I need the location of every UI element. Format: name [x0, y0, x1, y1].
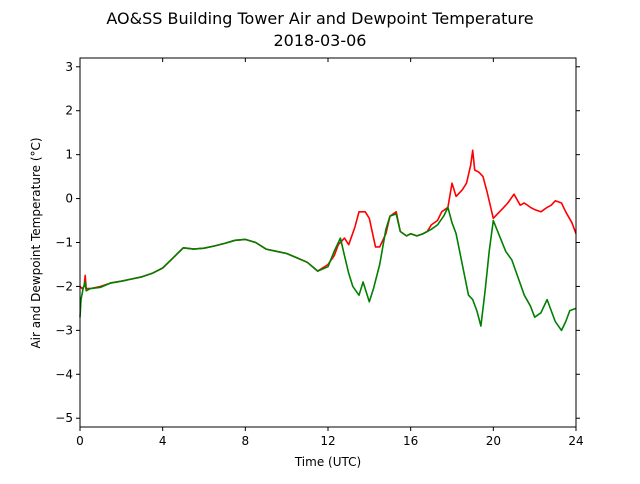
- x-axis: 0 4 8 12 16 20 24: [76, 58, 584, 448]
- y-tick-label: −3: [55, 323, 73, 337]
- y-tick-label: −5: [55, 411, 73, 425]
- y-tick-label: 1: [65, 148, 73, 162]
- y-tick-label: −4: [55, 367, 73, 381]
- x-tick-label: 20: [486, 434, 501, 448]
- x-tick-label: 16: [403, 434, 418, 448]
- x-tick-label: 12: [320, 434, 335, 448]
- series-layer: [79, 149, 577, 332]
- x-tick-label: 24: [568, 434, 583, 448]
- y-tick-label: 3: [65, 60, 73, 74]
- x-tick-label: 4: [159, 434, 167, 448]
- y-tick-label: 2: [65, 104, 73, 118]
- y-axis: −5 −4 −3 −2 −1 0 1 2 3: [55, 60, 580, 425]
- x-axis-label: Time (UTC): [294, 455, 361, 469]
- y-tick-label: −2: [55, 279, 73, 293]
- series-line-2: [79, 206, 577, 332]
- y-tick-label: −1: [55, 236, 73, 250]
- x-tick-label: 8: [242, 434, 250, 448]
- series-line-1: [79, 149, 577, 290]
- y-axis-label: Air and Dewpoint Temperature (°C): [29, 137, 43, 348]
- y-tick-label: 0: [65, 192, 73, 206]
- chart-subtitle: 2018-03-06: [274, 31, 367, 50]
- chart-title: AO&SS Building Tower Air and Dewpoint Te…: [106, 9, 533, 28]
- x-tick-label: 0: [76, 434, 84, 448]
